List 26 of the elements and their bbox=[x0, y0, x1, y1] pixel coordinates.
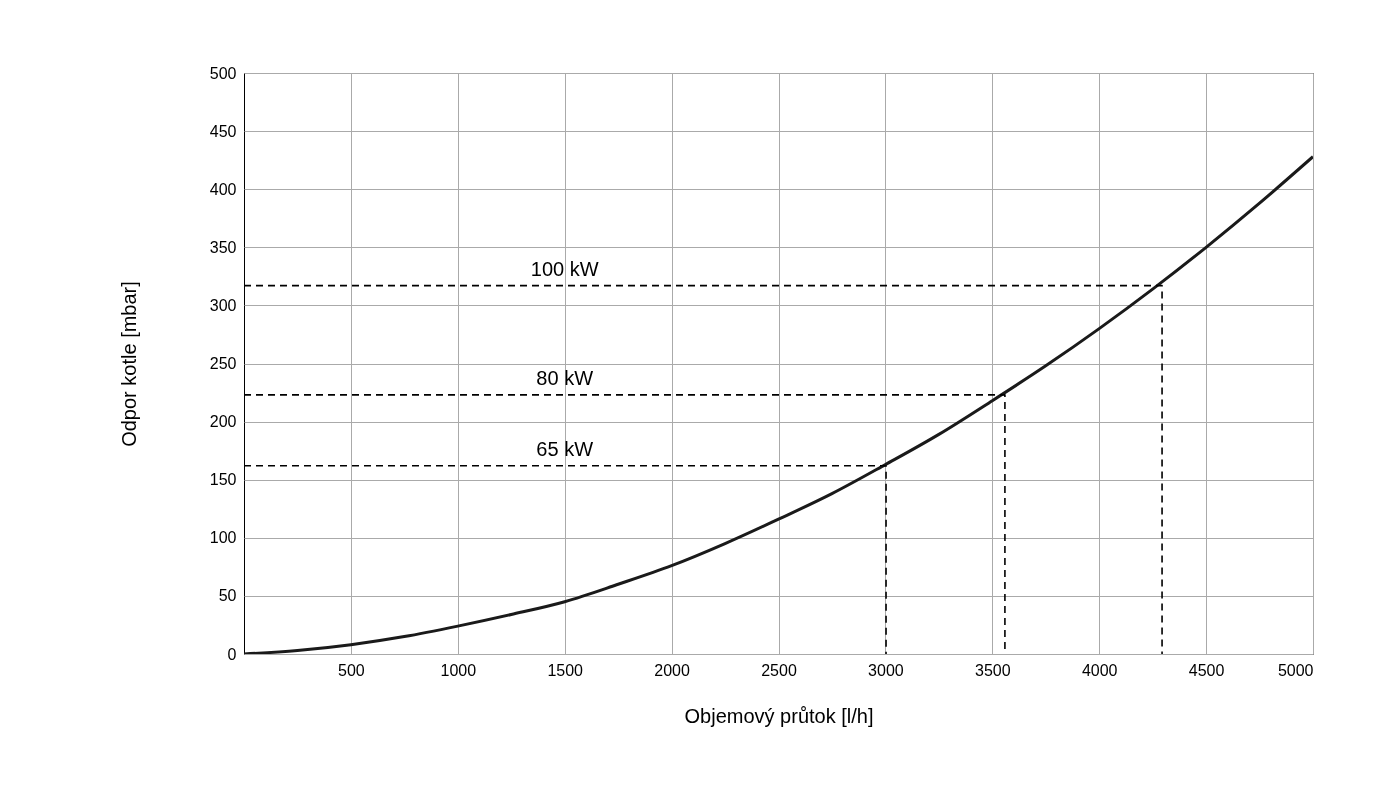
x-tick-label: 1000 bbox=[440, 661, 477, 679]
x-tick-label: 2500 bbox=[761, 661, 797, 679]
y-axis-title: Odpor kotle [mbar] bbox=[117, 281, 140, 447]
y-tick-label: 200 bbox=[209, 413, 237, 431]
y-tick-label: 300 bbox=[209, 296, 237, 314]
y-tick-label: 500 bbox=[209, 64, 237, 82]
x-tick-label: 3000 bbox=[868, 661, 904, 679]
y-tick-label: 50 bbox=[218, 587, 237, 605]
x-axis-title: Objemový průtok [l/h] bbox=[684, 704, 874, 727]
series-label: 65 kW bbox=[536, 437, 594, 460]
y-tick-label: 450 bbox=[209, 122, 237, 140]
y-tick-label: 350 bbox=[209, 238, 237, 256]
y-tick-label: 400 bbox=[209, 180, 237, 198]
x-tick-label: 3500 bbox=[975, 661, 1011, 679]
x-tick-label: 500 bbox=[338, 661, 365, 679]
x-tick-label: 5000 bbox=[1277, 661, 1314, 679]
y-tick-label: 250 bbox=[209, 355, 237, 372]
series-label: 80 kW bbox=[536, 366, 594, 389]
x-tick-label: 4500 bbox=[1188, 661, 1225, 679]
y-tick-label: 150 bbox=[209, 471, 237, 489]
y-tick-label: 100 bbox=[209, 529, 237, 547]
series-label: 100 kW bbox=[530, 257, 599, 280]
x-tick-label: 1500 bbox=[547, 661, 584, 679]
y-tick-label: 0 bbox=[227, 645, 237, 663]
x-tick-label: 2000 bbox=[654, 661, 690, 679]
x-tick-label: 4000 bbox=[1081, 661, 1118, 679]
